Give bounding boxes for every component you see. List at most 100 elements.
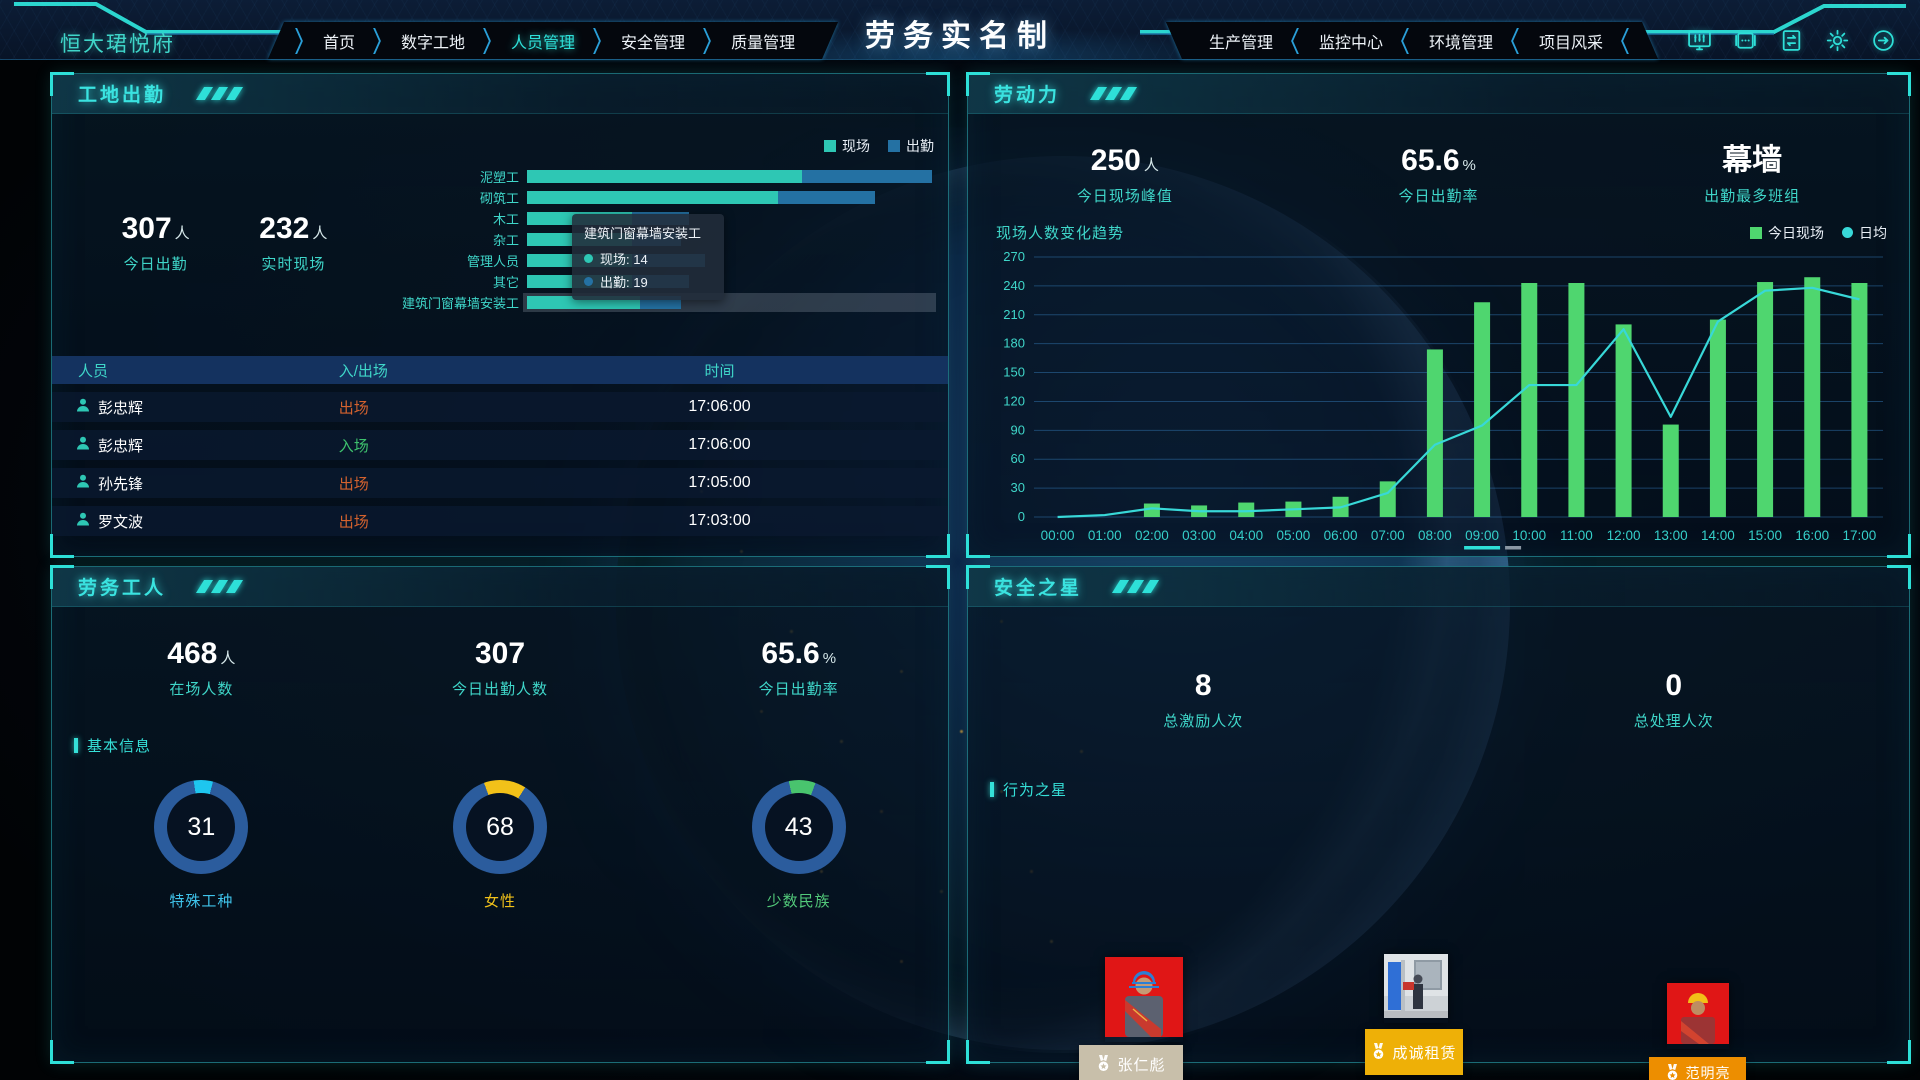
star-photo-成诚租赁[interactable] — [1384, 954, 1448, 1023]
svg-text:60: 60 — [1011, 451, 1025, 466]
chevron-separator-icon — [1620, 27, 1632, 54]
svg-text:30: 30 — [1011, 480, 1025, 495]
attendance-chart-area: 307 人今日出勤 232 人实时现场 现场 出勤 泥塑工 砌筑工 木工 杂工 管理人员 其它 建筑… — [52, 114, 948, 346]
stat-label: 出勤最多班组 — [1704, 188, 1801, 205]
nav-item-生产管理[interactable]: 生产管理 — [1208, 34, 1273, 52]
time-value: 17:06:00 — [688, 436, 751, 453]
square-marker-icon — [888, 140, 900, 152]
trend-chart-title: 现场人数变化趋势 — [996, 225, 1125, 242]
svg-text:01:00: 01:00 — [1088, 528, 1122, 543]
direction-value: 出场 — [338, 513, 369, 531]
chevron-separator-icon — [294, 27, 306, 54]
bar-track — [527, 170, 932, 183]
top-header: 恒大珺悦府 劳务实名制 首页 数字工地 人员管理 安全管理 质量管理 生产管理 监控中心 环… — [0, 0, 1920, 60]
stat-label: 今日出勤人数 — [452, 681, 549, 698]
svg-text:07:00: 07:00 — [1371, 528, 1405, 543]
table-row[interactable]: 罗文波 出场 17:03:00 — [52, 506, 948, 536]
person-name: 彭忠辉 — [98, 399, 144, 417]
chevron-separator-icon — [702, 27, 714, 54]
bar-row-砌筑工[interactable]: 砌筑工 — [397, 187, 932, 208]
legend-item-今日现场: 今日现场 — [1750, 223, 1824, 243]
attendance-stats: 307 人今日出勤 232 人实时现场 — [52, 114, 397, 346]
legend-label: 日均 — [1859, 224, 1887, 241]
workers-stats: 468 人在场人数 307 今日出勤人数 65.6% 今日出勤率 — [52, 637, 948, 699]
table-row[interactable]: 彭忠辉 入场 17:06:00 — [52, 430, 948, 460]
stat-value: 468 人 — [167, 637, 236, 670]
table-row[interactable]: 彭忠辉 出场 17:06:00 — [52, 392, 948, 422]
workers-stat: 65.6% 今日出勤率 — [649, 637, 948, 699]
slashes-decoration — [195, 580, 244, 593]
svg-text:15:00: 15:00 — [1748, 528, 1782, 543]
nav-item-数字工地[interactable]: 数字工地 — [401, 34, 466, 52]
time-value: 17:06:00 — [688, 398, 751, 415]
star-label-范明亮[interactable]: 范明亮 — [1649, 1057, 1746, 1080]
star-photo-范明亮[interactable] — [1667, 983, 1729, 1049]
donut-ring: 43 — [751, 780, 846, 874]
donut-value: 31 — [187, 812, 216, 841]
panel-header: 劳务工人 — [52, 567, 948, 607]
stat-value: 307 — [474, 637, 526, 670]
nav-item-人员管理[interactable]: 人员管理 — [511, 34, 576, 52]
onsite-bar — [527, 170, 803, 183]
nav-right: 生产管理 监控中心 环境管理 项目风采 — [1166, 22, 1658, 59]
donut-label: 少数民族 — [766, 893, 831, 910]
section-label-text: 基本信息 — [87, 738, 152, 755]
tooltip-text: 现场: 14 — [600, 252, 648, 267]
medal-icon — [1099, 1055, 1109, 1072]
donut-ring: 31 — [154, 780, 249, 874]
nav-item-质量管理[interactable]: 质量管理 — [731, 34, 796, 52]
svg-text:17:00: 17:00 — [1843, 528, 1877, 543]
svg-text:120: 120 — [1003, 393, 1025, 408]
monitor-icon[interactable] — [1686, 28, 1712, 54]
tooltip-row: 现场: 14 — [584, 249, 712, 268]
bar-category-label: 建筑门窗幕墙安装工 — [401, 296, 519, 311]
nav-item-监控中心[interactable]: 监控中心 — [1318, 34, 1383, 52]
svg-text:00:00: 00:00 — [1041, 528, 1075, 543]
stat-label: 总激励人次 — [1163, 713, 1244, 730]
circle-marker-icon — [1842, 227, 1853, 238]
star-photo-张仁彪[interactable] — [1105, 957, 1183, 1042]
tooltip-row: 出勤: 19 — [584, 272, 712, 291]
stat-value: 307 人 — [121, 212, 190, 245]
labor-stat: 65.6% 今日出勤率 — [1282, 144, 1596, 206]
svg-text:06:00: 06:00 — [1324, 528, 1358, 543]
col-header-time: 时间 — [704, 362, 735, 380]
table-body: 彭忠辉 出场 17:06:00 彭忠辉 入场 17:06:00 孙先锋 出场 17:05:00 罗… — [52, 392, 948, 536]
nav-item-首页[interactable]: 首页 — [323, 34, 356, 52]
square-marker-icon — [824, 140, 836, 152]
safety-stats: 8 总激励人次 0 总处理人次 — [968, 669, 1909, 731]
time-value: 17:03:00 — [688, 512, 751, 529]
stat-value: 幕墙 — [1722, 144, 1783, 177]
nav-item-环境管理[interactable]: 环境管理 — [1428, 34, 1493, 52]
screens-icon[interactable] — [1732, 28, 1758, 54]
donut-少数民族: 43 少数民族 — [649, 780, 948, 911]
panel-header: 安全之星 — [968, 567, 1909, 607]
direction-value: 出场 — [338, 475, 369, 493]
nav-item-安全管理[interactable]: 安全管理 — [621, 34, 686, 52]
svg-text:02:00: 02:00 — [1135, 528, 1169, 543]
svg-text:13:00: 13:00 — [1654, 528, 1688, 543]
stat-label: 今日出勤 — [123, 256, 188, 273]
bar-row-泥塑工[interactable]: 泥塑工 — [397, 166, 932, 187]
nav-item-项目风采[interactable]: 项目风采 — [1538, 34, 1603, 52]
stat-label: 在场人数 — [169, 681, 234, 698]
page-title: 劳务实名制 — [865, 20, 1055, 53]
trend-chart-legend: 今日现场 日均 — [1750, 223, 1887, 243]
star-name: 范明亮 — [1685, 1065, 1731, 1080]
logout-icon[interactable] — [1870, 28, 1896, 54]
report-icon[interactable] — [1778, 28, 1804, 54]
settings-icon[interactable] — [1824, 28, 1850, 54]
donut-label: 特殊工种 — [169, 893, 234, 910]
star-label-张仁彪[interactable]: 张仁彪 — [1079, 1045, 1183, 1080]
panel-labor-force: 劳动力 250 人今日现场峰值 65.6% 今日出勤率 幕墙 出勤最多班组 现场人数变化趋… — [966, 72, 1911, 558]
star-label-成诚租赁[interactable]: 成诚租赁 — [1365, 1029, 1463, 1075]
slashes-decoration — [1089, 87, 1138, 100]
svg-text:08:00: 08:00 — [1418, 528, 1452, 543]
legend-item-出勤: 出勤 — [888, 136, 934, 156]
donut-value: 43 — [784, 812, 813, 841]
legend-label: 现场 — [842, 138, 870, 154]
table-row[interactable]: 孙先锋 出场 17:05:00 — [52, 468, 948, 498]
person-icon — [76, 436, 90, 454]
person-icon — [76, 398, 90, 416]
panel-header: 工地出勤 — [52, 74, 948, 114]
